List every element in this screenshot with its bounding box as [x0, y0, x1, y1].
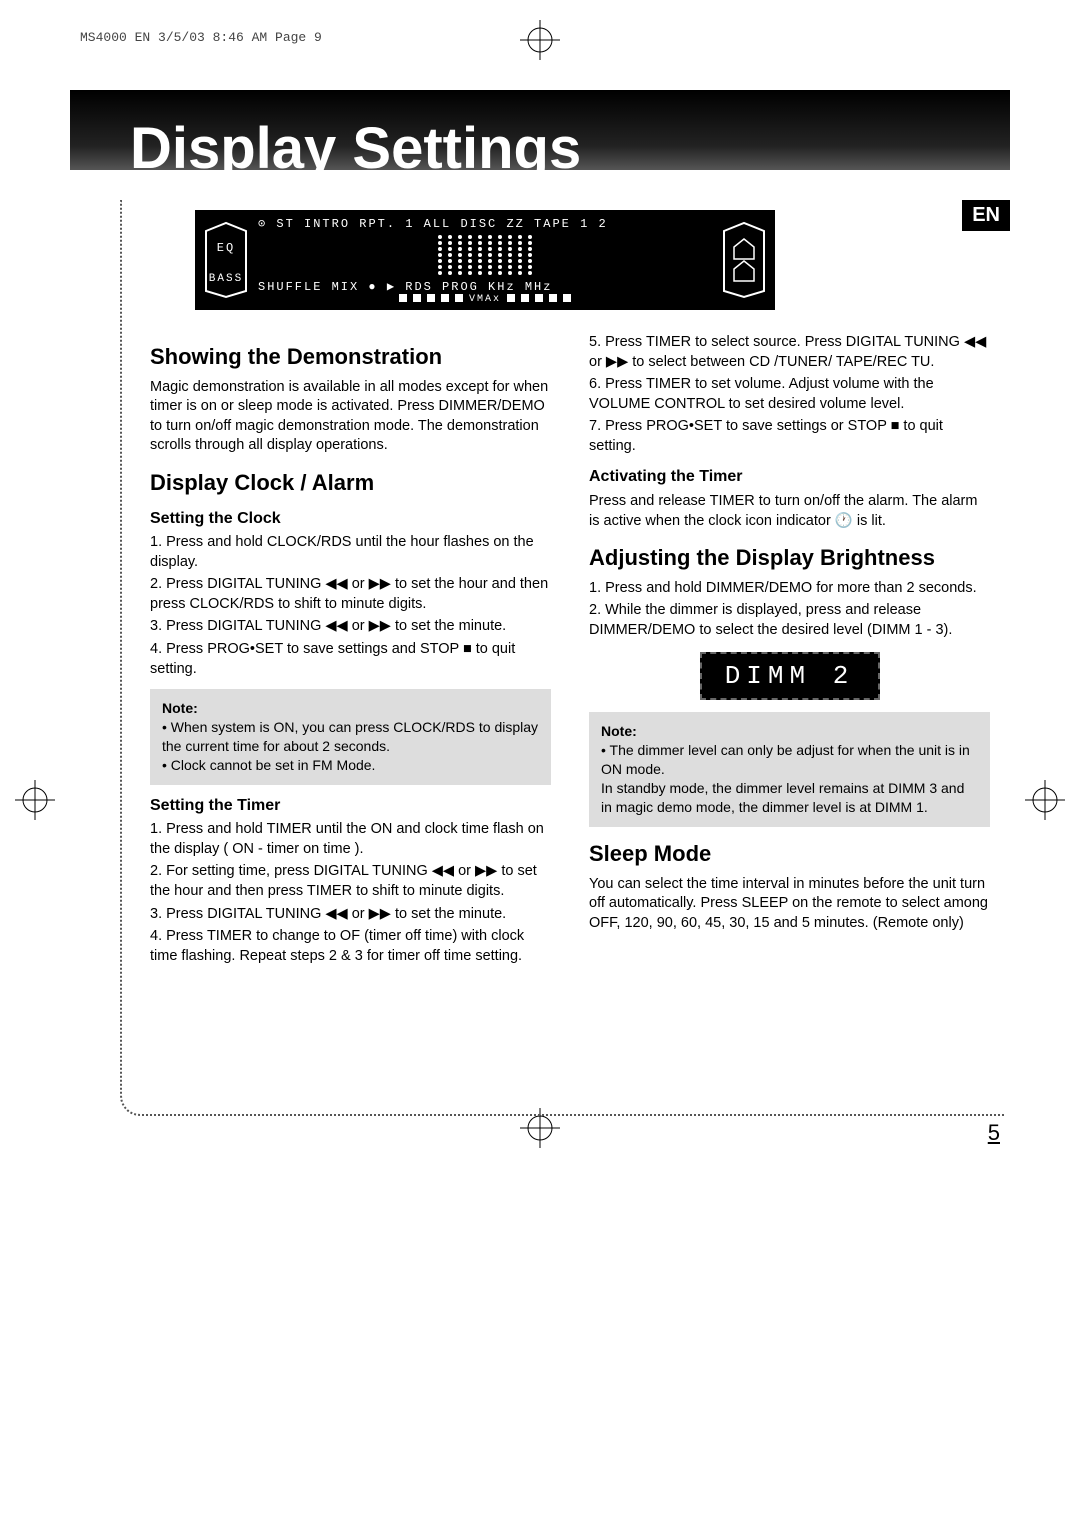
heading-clock-alarm: Display Clock / Alarm	[150, 468, 551, 498]
subheading-setting-clock: Setting the Clock	[150, 508, 551, 530]
print-header: MS4000 EN 3/5/03 8:46 AM Page 9	[80, 30, 322, 45]
timer-step-3: 3. Press DIGITAL TUNING ◀◀ or ▶▶ to set …	[150, 905, 551, 925]
timer-step-6: 6. Press TIMER to set volume. Adjust vol…	[589, 375, 990, 414]
note-line-2: • Clock cannot be set in FM Mode.	[162, 756, 539, 775]
note-title: Note:	[162, 699, 539, 718]
dimm-lcd-illustration: DIMM 2	[700, 652, 880, 700]
note-title-2: Note:	[601, 722, 978, 741]
note-line-1: • When system is ON, you can press CLOCK…	[162, 718, 539, 756]
page-number: 5	[988, 1120, 1000, 1146]
note2-line-1: • The dimmer level can only be adjust fo…	[601, 741, 978, 779]
note-box-dimmer: Note: • The dimmer level can only be adj…	[589, 712, 990, 826]
clock-step-1: 1. Press and hold CLOCK/RDS until the ho…	[150, 533, 551, 572]
heading-demonstration: Showing the Demonstration	[150, 342, 551, 372]
heading-brightness: Adjusting the Display Brightness	[589, 543, 990, 573]
timer-step-2: 2. For setting time, press DIGITAL TUNIN…	[150, 862, 551, 901]
content-columns: Showing the Demonstration Magic demonstr…	[150, 330, 990, 969]
clock-step-4: 4. Press PROG•SET to save settings and S…	[150, 640, 551, 679]
manual-page: MS4000 EN 3/5/03 8:46 AM Page 9 Display …	[0, 0, 1080, 1528]
timer-step-5: 5. Press TIMER to select source. Press D…	[589, 333, 990, 372]
clock-step-3: 3. Press DIGITAL TUNING ◀◀ or ▶▶ to set …	[150, 617, 551, 637]
brightness-step-1: 1. Press and hold DIMMER/DEMO for more t…	[589, 579, 990, 599]
left-column: Showing the Demonstration Magic demonstr…	[150, 330, 551, 969]
timer-step-4: 4. Press TIMER to change to OF (timer of…	[150, 927, 551, 966]
right-column: 5. Press TIMER to select source. Press D…	[589, 330, 990, 969]
activate-paragraph: Press and release TIMER to turn on/off t…	[589, 492, 990, 531]
note2-line-2: In standby mode, the dimmer level remain…	[601, 779, 978, 817]
timer-step-7: 7. Press PROG•SET to save settings or ST…	[589, 417, 990, 456]
brightness-step-2: 2. While the dimmer is displayed, press …	[589, 601, 990, 640]
timer-step-1: 1. Press and hold TIMER until the ON and…	[150, 820, 551, 859]
registration-mark-top	[520, 20, 560, 60]
note-box-clock: Note: • When system is ON, you can press…	[150, 689, 551, 785]
paragraph-demo: Magic demonstration is available in all …	[150, 378, 551, 456]
clock-step-2: 2. Press DIGITAL TUNING ◀◀ or ▶▶ to set …	[150, 575, 551, 614]
page-title: Display Settings	[130, 115, 581, 182]
subheading-activating-timer: Activating the Timer	[589, 466, 990, 488]
registration-mark-right	[1025, 780, 1065, 820]
subheading-setting-timer: Setting the Timer	[150, 795, 551, 817]
heading-sleep-mode: Sleep Mode	[589, 839, 990, 869]
registration-mark-left	[15, 780, 55, 820]
sleep-paragraph: You can select the time interval in minu…	[589, 875, 990, 934]
title-bar: Display Settings	[70, 90, 1010, 170]
